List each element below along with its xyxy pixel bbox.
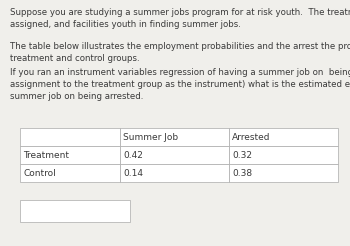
Text: Treatment: Treatment	[23, 151, 69, 159]
Text: 0.38: 0.38	[232, 169, 252, 178]
Text: If you ran an instrument variables regression of having a summer job on  being a: If you ran an instrument variables regre…	[10, 68, 350, 101]
Bar	[120, 128, 229, 146]
Text: 0.14: 0.14	[123, 169, 143, 178]
Bar	[20, 128, 120, 146]
Text: 0.42: 0.42	[123, 151, 143, 159]
Bar	[229, 146, 338, 164]
Bar	[229, 164, 338, 182]
Text: 0.32: 0.32	[232, 151, 252, 159]
Text: The table below illustrates the employment probabilities and the arrest the prob: The table below illustrates the employme…	[10, 42, 350, 63]
Text: Control: Control	[23, 169, 56, 178]
Bar	[20, 164, 120, 182]
Text: Suppose you are studying a summer jobs program for at risk youth.  The treatment: Suppose you are studying a summer jobs p…	[10, 8, 350, 29]
Text: Arrested: Arrested	[232, 133, 271, 141]
Bar	[229, 128, 338, 146]
Text: Summer Job: Summer Job	[123, 133, 178, 141]
Bar	[20, 146, 120, 164]
Bar	[120, 164, 229, 182]
Bar	[20, 200, 130, 222]
Bar	[120, 146, 229, 164]
